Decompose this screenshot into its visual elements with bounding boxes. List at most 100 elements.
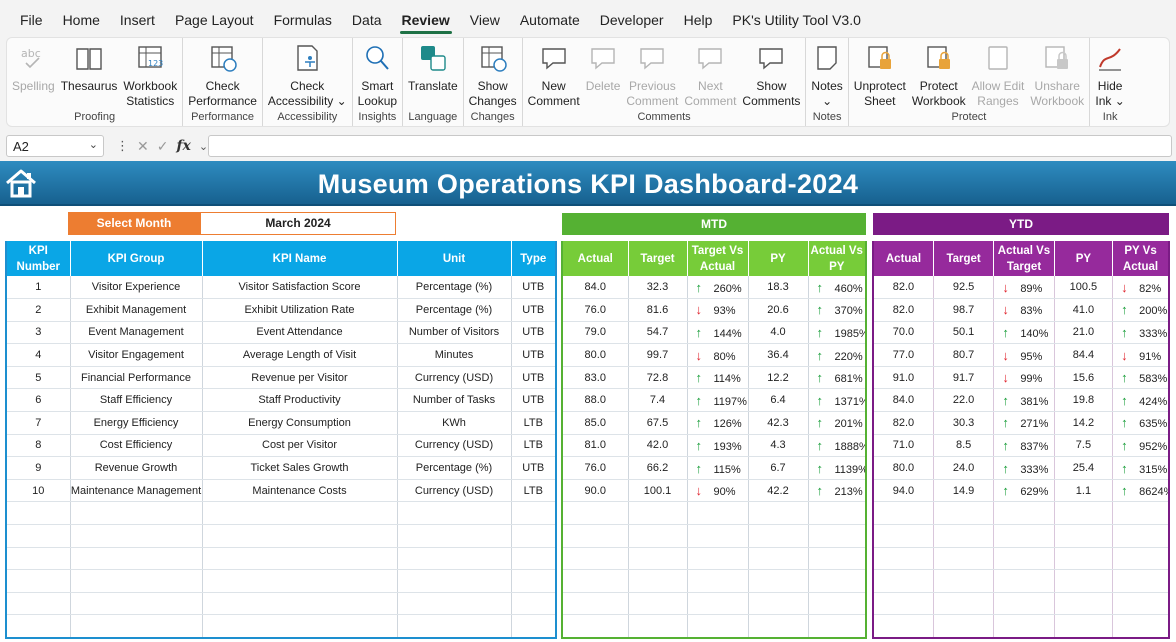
unshare-workbook-button[interactable]: Unshare Workbook: [1027, 40, 1087, 108]
empty-cell[interactable]: [628, 547, 688, 571]
unit-cell[interactable]: Percentage (%): [397, 456, 512, 480]
empty-cell[interactable]: [873, 501, 934, 526]
ytd-actual-vs-target-cell[interactable]: ↓ 89%: [993, 276, 1055, 300]
next-comment-button[interactable]: Next Comment: [681, 40, 739, 108]
mtd-target-cell[interactable]: 7.4: [628, 388, 688, 413]
ytd-target-cell[interactable]: 14.9: [933, 479, 995, 503]
notes-button[interactable]: Notes ⌄: [808, 40, 845, 108]
ytd-actual-cell[interactable]: 71.0: [873, 434, 934, 458]
mtd-actual-cell[interactable]: 85.0: [562, 411, 629, 435]
empty-cell[interactable]: [562, 569, 629, 593]
ytd-actual-vs-target-cell[interactable]: ↑ 140%: [993, 321, 1055, 345]
type-cell[interactable]: LTB: [511, 479, 557, 503]
mtd-target-vs-actual-cell[interactable]: ↑ 193%: [687, 434, 749, 458]
unit-cell[interactable]: Percentage (%): [397, 276, 512, 300]
empty-cell[interactable]: [808, 547, 867, 571]
empty-cell[interactable]: [1112, 524, 1170, 548]
type-cell[interactable]: UTB: [511, 343, 557, 367]
ytd-actual-vs-target-cell[interactable]: ↑ 333%: [993, 456, 1055, 480]
menu-review[interactable]: Review: [392, 0, 460, 38]
mtd-actual-vs-py-cell[interactable]: ↑ 213%: [808, 479, 867, 503]
empty-cell[interactable]: [993, 614, 1055, 638]
menu-automate[interactable]: Automate: [519, 12, 580, 28]
check-accessibility-button[interactable]: Check Accessibility ⌄: [265, 40, 350, 108]
unit-cell[interactable]: KWh: [397, 411, 512, 435]
empty-cell[interactable]: [70, 592, 203, 616]
kpi-group-cell[interactable]: Exhibit Management: [70, 298, 203, 322]
unprotect-sheet-button[interactable]: Unprotect Sheet: [851, 40, 909, 108]
empty-cell[interactable]: [748, 524, 809, 548]
mtd-actual-vs-py-cell[interactable]: ↑ 201%: [808, 411, 867, 435]
smart-lookup-button[interactable]: Smart Lookup: [355, 40, 400, 108]
kpi-number-cell[interactable]: 8: [6, 434, 71, 458]
unit-cell[interactable]: Currency (USD): [397, 366, 512, 390]
empty-cell[interactable]: [808, 501, 867, 526]
mtd-target-vs-actual-cell[interactable]: ↑ 115%: [687, 456, 749, 480]
ytd-actual-cell[interactable]: 70.0: [873, 321, 934, 345]
empty-cell[interactable]: [511, 614, 557, 638]
empty-cell[interactable]: [397, 501, 512, 526]
cancel-icon[interactable]: ✕: [137, 137, 149, 154]
empty-cell[interactable]: [511, 592, 557, 616]
ytd-py-cell[interactable]: 21.0: [1054, 321, 1114, 345]
spelling-button[interactable]: abc Spelling: [9, 40, 58, 108]
mtd-py-cell[interactable]: 36.4: [748, 343, 809, 367]
kpi-name-cell[interactable]: Energy Consumption: [202, 411, 398, 435]
mtd-actual-cell[interactable]: 76.0: [562, 456, 629, 480]
menu-insert[interactable]: Insert: [119, 12, 155, 28]
ytd-py-vs-actual-cell[interactable]: ↑ 315%: [1112, 456, 1170, 480]
kpi-number-cell[interactable]: 5: [6, 366, 71, 390]
more-options-icon[interactable]: ⋮: [116, 138, 129, 153]
menu-pk-s-utility-tool-v3-0[interactable]: PK's Utility Tool V3.0: [732, 12, 861, 28]
empty-cell[interactable]: [933, 501, 995, 526]
ytd-py-cell[interactable]: 14.2: [1054, 411, 1114, 435]
empty-cell[interactable]: [1112, 592, 1170, 616]
empty-cell[interactable]: [873, 592, 934, 616]
empty-cell[interactable]: [511, 524, 557, 548]
empty-cell[interactable]: [748, 592, 809, 616]
empty-cell[interactable]: [511, 501, 557, 526]
menu-developer[interactable]: Developer: [599, 12, 664, 28]
empty-cell[interactable]: [202, 501, 398, 526]
empty-cell[interactable]: [873, 569, 934, 593]
ytd-py-cell[interactable]: 25.4: [1054, 456, 1114, 480]
mtd-py-cell[interactable]: 4.3: [748, 434, 809, 458]
ytd-actual-vs-target-cell[interactable]: ↑ 381%: [993, 388, 1055, 413]
empty-cell[interactable]: [628, 569, 688, 593]
empty-cell[interactable]: [687, 592, 749, 616]
hide-ink-button[interactable]: Hide Ink ⌄: [1092, 40, 1128, 108]
empty-cell[interactable]: [1054, 592, 1114, 616]
kpi-group-cell[interactable]: Cost Efficiency: [70, 434, 203, 458]
type-cell[interactable]: UTB: [511, 456, 557, 480]
menu-home[interactable]: Home: [62, 12, 100, 28]
mtd-target-cell[interactable]: 100.1: [628, 479, 688, 503]
mtd-actual-vs-py-cell[interactable]: ↑ 370%: [808, 298, 867, 322]
empty-cell[interactable]: [6, 614, 71, 638]
empty-cell[interactable]: [1112, 501, 1170, 526]
ytd-py-vs-actual-cell[interactable]: ↑ 333%: [1112, 321, 1170, 345]
type-cell[interactable]: UTB: [511, 366, 557, 390]
unit-cell[interactable]: Currency (USD): [397, 434, 512, 458]
kpi-name-cell[interactable]: Event Attendance: [202, 321, 398, 345]
empty-cell[interactable]: [397, 524, 512, 548]
empty-cell[interactable]: [6, 501, 71, 526]
empty-cell[interactable]: [1054, 524, 1114, 548]
ytd-target-cell[interactable]: 92.5: [933, 276, 995, 300]
kpi-number-cell[interactable]: 3: [6, 321, 71, 345]
mtd-target-cell[interactable]: 66.2: [628, 456, 688, 480]
empty-cell[interactable]: [748, 569, 809, 593]
select-month-dropdown[interactable]: March 2024: [200, 212, 396, 235]
home-icon[interactable]: [4, 167, 38, 199]
ytd-target-cell[interactable]: 30.3: [933, 411, 995, 435]
mtd-target-cell[interactable]: 67.5: [628, 411, 688, 435]
kpi-name-cell[interactable]: Ticket Sales Growth: [202, 456, 398, 480]
kpi-group-cell[interactable]: Revenue Growth: [70, 456, 203, 480]
ytd-target-cell[interactable]: 24.0: [933, 456, 995, 480]
empty-cell[interactable]: [933, 547, 995, 571]
empty-cell[interactable]: [511, 547, 557, 571]
empty-cell[interactable]: [933, 569, 995, 593]
empty-cell[interactable]: [993, 524, 1055, 548]
ytd-target-cell[interactable]: 98.7: [933, 298, 995, 322]
delete-comment-button[interactable]: Delete: [583, 40, 624, 108]
ytd-target-cell[interactable]: 50.1: [933, 321, 995, 345]
